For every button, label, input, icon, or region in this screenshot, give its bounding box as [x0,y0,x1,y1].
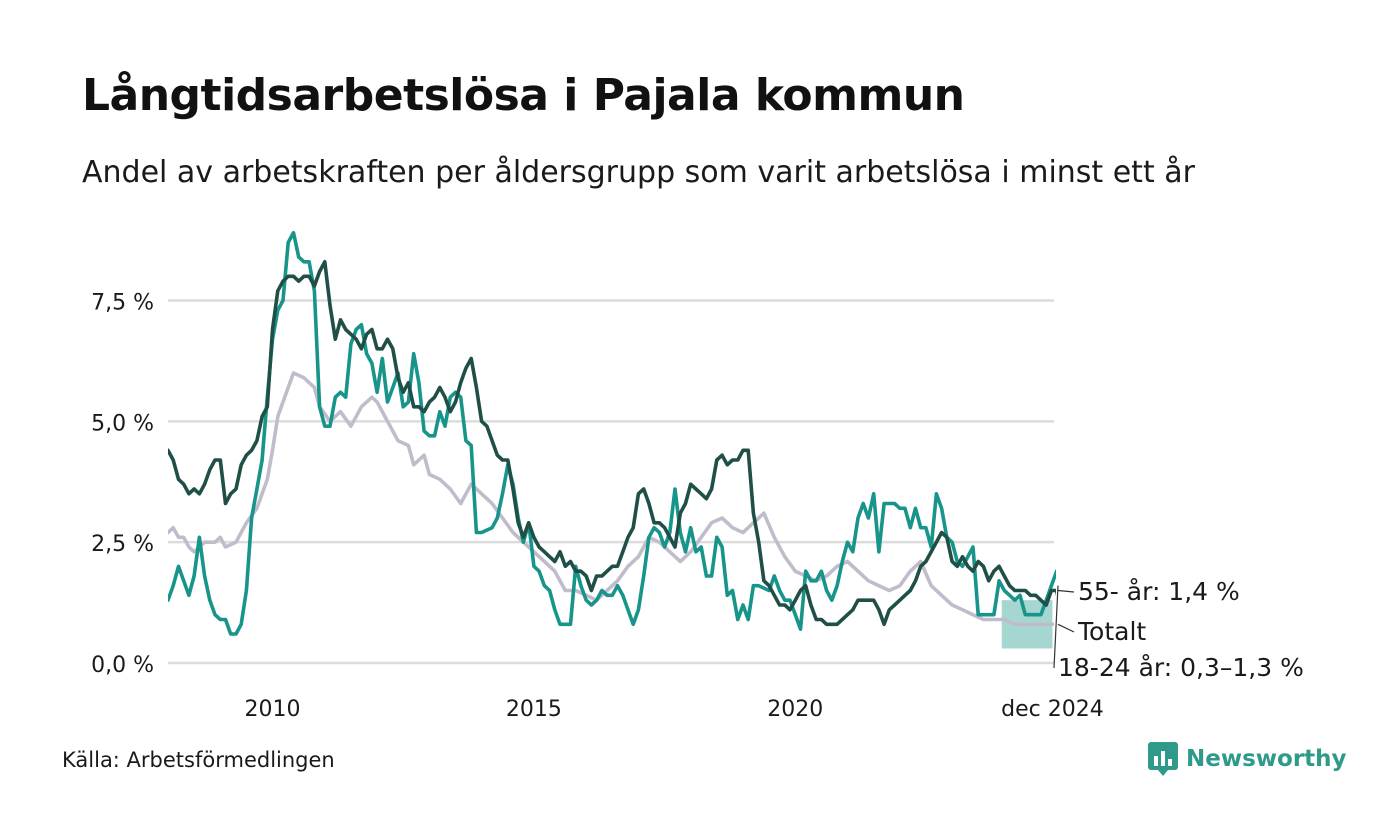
series-labels: 55- år: 1,4 % Totalt 18-24 år: 0,3–1,3 % [1053,577,1304,682]
x-tick-label: 2010 [245,697,301,722]
leader-line [1057,623,1075,633]
y-tick-label: 2,5 % [91,532,154,557]
series-lines [168,231,1056,636]
x-tick-label: dec 2024 [1001,697,1104,722]
series-line-total [168,371,1055,627]
y-tick-label: 7,5 % [91,291,154,316]
x-tick-label: 2015 [506,697,562,722]
source-note: Källa: Arbetsförmedlingen [62,748,335,772]
series-line-age55 [168,260,1056,627]
newsworthy-icon [1148,742,1178,776]
axis-ticks: 0,0 % 2,5 % 5,0 % 7,5 % 2010 2015 2020 dec 2024 [91,291,1104,723]
x-tick-label: 2020 [767,697,823,722]
brand-logo[interactable]: Newsworthy [1148,742,1347,776]
leader-line [1057,589,1075,593]
gridlines [168,299,1054,665]
y-tick-label: 5,0 % [91,411,154,436]
chart-title: Långtidsarbetslösa i Pajala kommun [82,70,965,121]
series-label-age18_24: 18-24 år: 0,3–1,3 % [1058,653,1304,682]
series-line-age18_24 [168,231,1056,636]
brand-name: Newsworthy [1186,746,1347,772]
series-label-total: Totalt [1077,617,1146,646]
chart-subtitle: Andel av arbetskraften per åldersgrupp s… [82,155,1195,190]
leader-line [1053,585,1059,669]
y-tick-label: 0,0 % [91,653,154,678]
series-label-age55: 55- år: 1,4 % [1078,577,1240,606]
